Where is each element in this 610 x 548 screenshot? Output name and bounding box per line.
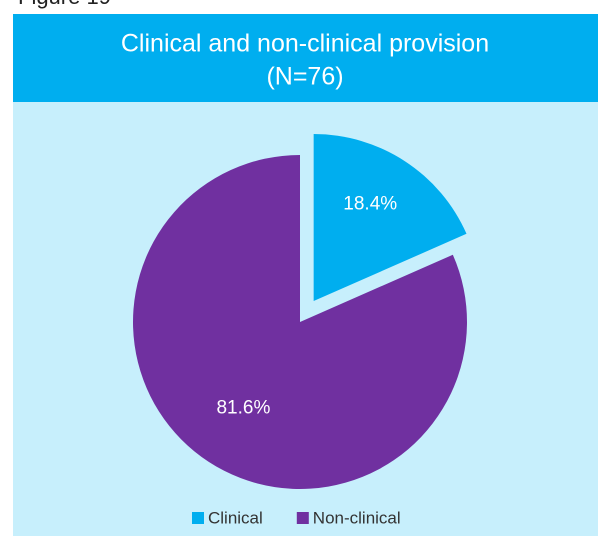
- legend-label: Clinical: [208, 508, 263, 527]
- legend-swatch: [296, 512, 309, 524]
- data-label: 81.6%: [216, 398, 270, 419]
- pie-slice: [133, 155, 468, 489]
- data-label: 18.4%: [343, 193, 397, 214]
- title-bar: [13, 14, 598, 102]
- chart-title: Clinical and non-clinical provision: [121, 30, 489, 58]
- figure-label: Figure 19: [18, 0, 111, 9]
- legend-label: Non-clinical: [313, 508, 401, 527]
- legend-swatch: [192, 512, 204, 524]
- chart-subtitle: (N=76): [266, 63, 343, 91]
- pie-slice: [313, 134, 467, 302]
